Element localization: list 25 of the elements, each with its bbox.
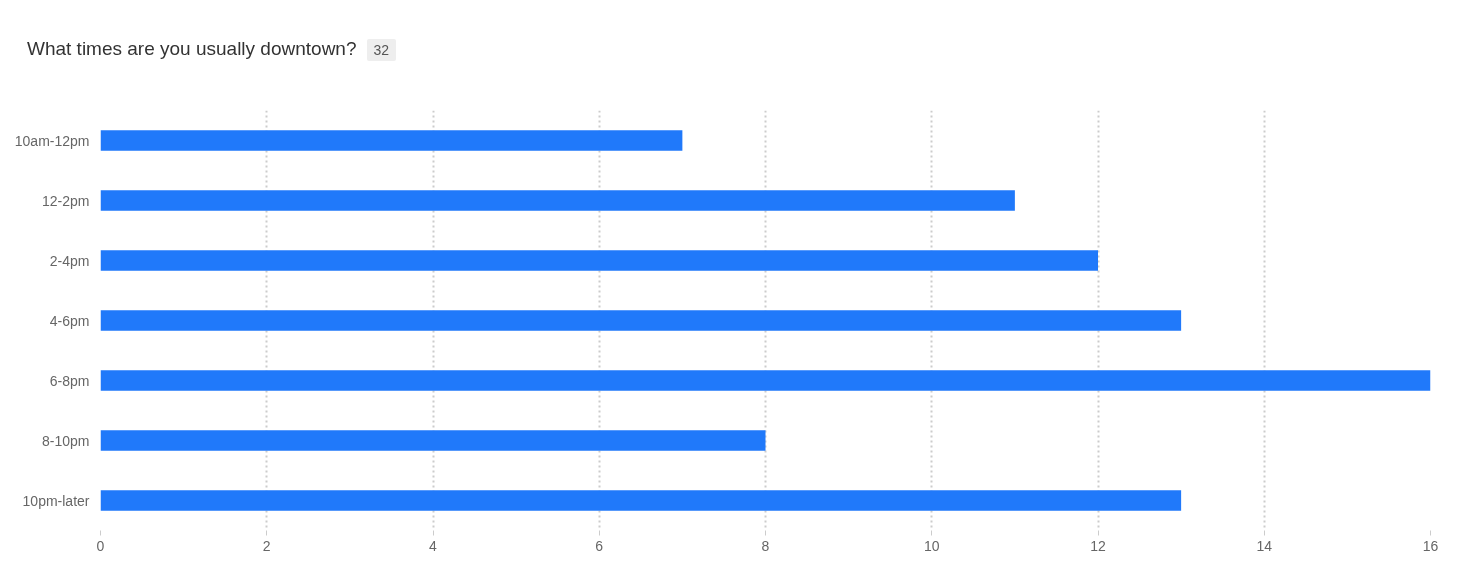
bar [100, 490, 1182, 511]
bar [100, 370, 1431, 391]
x-tick-label: 10 [923, 537, 940, 554]
x-tick-label: 2 [262, 537, 271, 554]
y-tick-label: 10pm-later [22, 492, 90, 509]
y-tick-label: 12-2pm [42, 192, 90, 209]
bar [100, 250, 1098, 271]
x-tick-label: 12 [1090, 537, 1106, 554]
x-tick-label: 14 [1256, 537, 1273, 554]
y-tick-label: 6-8pm [49, 372, 90, 389]
bar [100, 430, 766, 451]
bar [100, 310, 1182, 331]
x-tick-label: 4 [429, 537, 438, 554]
x-tick-label: 8 [761, 537, 770, 554]
x-tick-label: 16 [1422, 537, 1439, 554]
y-tick-label: 10am-12pm [14, 132, 90, 149]
text: 32 [366, 38, 397, 61]
chart-title: What times are you usually downtown? [27, 38, 357, 59]
x-tick-label: 6 [595, 537, 604, 554]
y-tick-label: 4-6pm [49, 312, 90, 329]
y-tick-label: 2-4pm [49, 252, 90, 269]
bar [100, 190, 1015, 211]
bar [100, 130, 683, 151]
y-tick-label: 8-10pm [42, 432, 90, 449]
x-tick-label: 0 [96, 537, 105, 554]
